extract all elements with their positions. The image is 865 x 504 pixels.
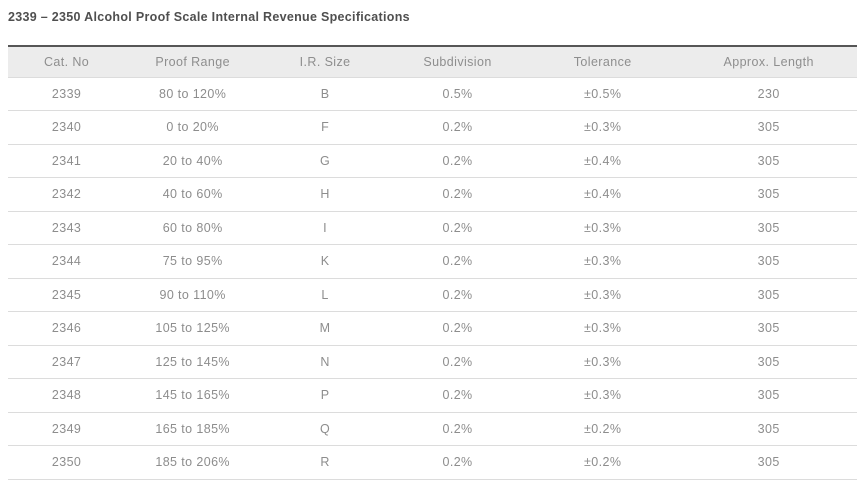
cell-cat-no: 2343: [8, 211, 126, 245]
cell-proof-range: 105 to 125%: [125, 311, 261, 346]
cell-proof-range: 80 to 120%: [125, 77, 261, 111]
cell-approx-length: 305: [680, 144, 857, 178]
cell-subdivision: 0.2%: [390, 144, 526, 178]
cell-subdivision: 0.5%: [390, 77, 526, 111]
table-row: 2343 60 to 80% I 0.2% ±0.3% 305: [8, 211, 857, 245]
cell-proof-range: 165 to 185%: [125, 412, 261, 446]
cell-subdivision: 0.2%: [390, 278, 526, 312]
cell-tolerance: ±0.3%: [525, 211, 681, 245]
cell-approx-length: 305: [680, 110, 857, 145]
cell-approx-length: 305: [680, 412, 857, 446]
table-row: 2344 75 to 95% K 0.2% ±0.3% 305: [8, 244, 857, 279]
cell-ir-size: H: [260, 177, 391, 212]
specifications-table: Cat. No Proof Range I.R. Size Subdivision To…: [8, 45, 857, 480]
cell-ir-size: K: [260, 244, 391, 279]
table-row: 2339 80 to 120% B 0.5% ±0.5% 230: [8, 77, 857, 111]
table-row: 2349 165 to 185% Q 0.2% ±0.2% 305: [8, 412, 857, 446]
table-header-row: Cat. No Proof Range I.R. Size Subdivision To…: [8, 46, 857, 77]
cell-cat-no: 2340: [8, 110, 126, 145]
cell-ir-size: I: [260, 211, 391, 245]
cell-proof-range: 20 to 40%: [125, 144, 261, 178]
cell-tolerance: ±0.2%: [525, 412, 681, 446]
cell-proof-range: 60 to 80%: [125, 211, 261, 245]
table-row: 2350 185 to 206% R 0.2% ±0.2% 305: [8, 445, 857, 480]
cell-subdivision: 0.2%: [390, 412, 526, 446]
table-header: Cat. No Proof Range I.R. Size Subdivision To…: [8, 46, 857, 77]
cell-cat-no: 2346: [8, 311, 126, 346]
cell-approx-length: 305: [680, 244, 857, 279]
cell-ir-size: Q: [260, 412, 391, 446]
cell-proof-range: 125 to 145%: [125, 345, 261, 379]
cell-subdivision: 0.2%: [390, 211, 526, 245]
cell-approx-length: 230: [680, 77, 857, 111]
cell-tolerance: ±0.2%: [525, 445, 681, 480]
cell-ir-size: M: [260, 311, 391, 346]
cell-tolerance: ±0.3%: [525, 311, 681, 346]
cell-approx-length: 305: [680, 177, 857, 212]
table-row: 2342 40 to 60% H 0.2% ±0.4% 305: [8, 177, 857, 212]
cell-subdivision: 0.2%: [390, 110, 526, 145]
cell-approx-length: 305: [680, 378, 857, 413]
cell-proof-range: 0 to 20%: [125, 110, 261, 145]
cell-tolerance: ±0.4%: [525, 144, 681, 178]
cell-tolerance: ±0.4%: [525, 177, 681, 212]
cell-approx-length: 305: [680, 311, 857, 346]
cell-approx-length: 305: [680, 278, 857, 312]
cell-cat-no: 2344: [8, 244, 126, 279]
cell-approx-length: 305: [680, 211, 857, 245]
cell-cat-no: 2347: [8, 345, 126, 379]
column-header-tolerance: Tolerance: [573, 54, 632, 69]
cell-approx-length: 305: [680, 445, 857, 480]
cell-ir-size: L: [260, 278, 391, 312]
cell-tolerance: ±0.3%: [525, 110, 681, 145]
cell-cat-no: 2350: [8, 445, 126, 480]
cell-approx-length: 305: [680, 345, 857, 379]
cell-cat-no: 2345: [8, 278, 126, 312]
cell-ir-size: F: [260, 110, 391, 145]
table-row: 2348 145 to 165% P 0.2% ±0.3% 305: [8, 378, 857, 413]
cell-cat-no: 2339: [8, 77, 126, 111]
cell-tolerance: ±0.3%: [525, 378, 681, 413]
table-body: 2339 80 to 120% B 0.5% ±0.5% 230 2340 0 to 20% F…: [8, 77, 857, 480]
table-row: 2345 90 to 110% L 0.2% ±0.3% 305: [8, 278, 857, 312]
cell-subdivision: 0.2%: [390, 345, 526, 379]
cell-ir-size: B: [260, 77, 391, 111]
cell-proof-range: 75 to 95%: [125, 244, 261, 279]
cell-proof-range: 90 to 110%: [125, 278, 261, 312]
cell-subdivision: 0.2%: [390, 445, 526, 480]
cell-ir-size: G: [260, 144, 391, 178]
table-row: 2347 125 to 145% N 0.2% ±0.3% 305: [8, 345, 857, 379]
cell-proof-range: 145 to 165%: [125, 378, 261, 413]
cell-subdivision: 0.2%: [390, 311, 526, 346]
cell-ir-size: N: [260, 345, 391, 379]
cell-cat-no: 2348: [8, 378, 126, 413]
column-header-cat-no: Cat. No: [43, 54, 90, 69]
page-title: 2339 – 2350 Alcohol Proof Scale Internal…: [8, 10, 410, 24]
table-row: 2346 105 to 125% M 0.2% ±0.3% 305: [8, 311, 857, 346]
cell-tolerance: ±0.3%: [525, 244, 681, 279]
cell-subdivision: 0.2%: [390, 378, 526, 413]
cell-ir-size: R: [260, 445, 391, 480]
cell-subdivision: 0.2%: [390, 244, 526, 279]
cell-subdivision: 0.2%: [390, 177, 526, 212]
column-header-approx-length: Approx. Length: [723, 54, 814, 69]
cell-cat-no: 2342: [8, 177, 126, 212]
cell-cat-no: 2341: [8, 144, 126, 178]
cell-tolerance: ±0.3%: [525, 278, 681, 312]
cell-proof-range: 40 to 60%: [125, 177, 261, 212]
table-row: 2340 0 to 20% F 0.2% ±0.3% 305: [8, 110, 857, 145]
column-header-ir-size: I.R. Size: [299, 54, 351, 69]
cell-tolerance: ±0.5%: [525, 77, 681, 111]
column-header-subdivision: Subdivision: [423, 54, 492, 69]
cell-tolerance: ±0.3%: [525, 345, 681, 379]
cell-cat-no: 2349: [8, 412, 126, 446]
cell-proof-range: 185 to 206%: [125, 445, 261, 480]
cell-ir-size: P: [260, 378, 391, 413]
table-row: 2341 20 to 40% G 0.2% ±0.4% 305: [8, 144, 857, 178]
column-header-proof-range: Proof Range: [155, 54, 230, 69]
